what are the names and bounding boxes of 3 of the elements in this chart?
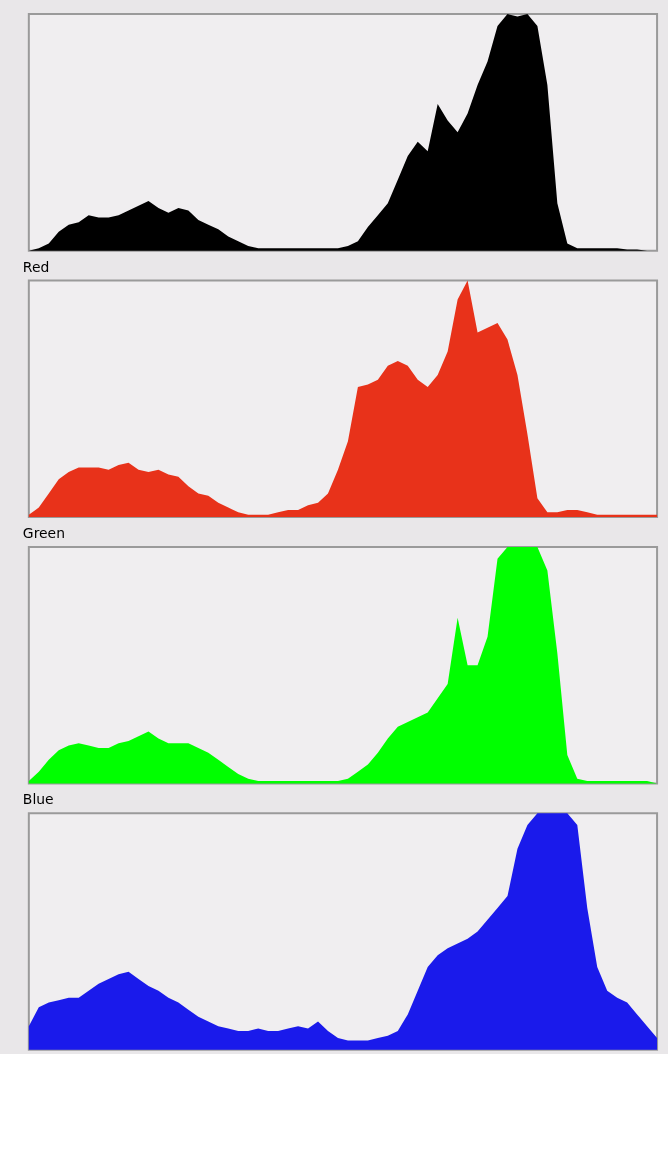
chart-title: Red <box>22 258 50 275</box>
chart-title: Green <box>22 524 65 541</box>
chart-title: Blue <box>22 791 54 808</box>
